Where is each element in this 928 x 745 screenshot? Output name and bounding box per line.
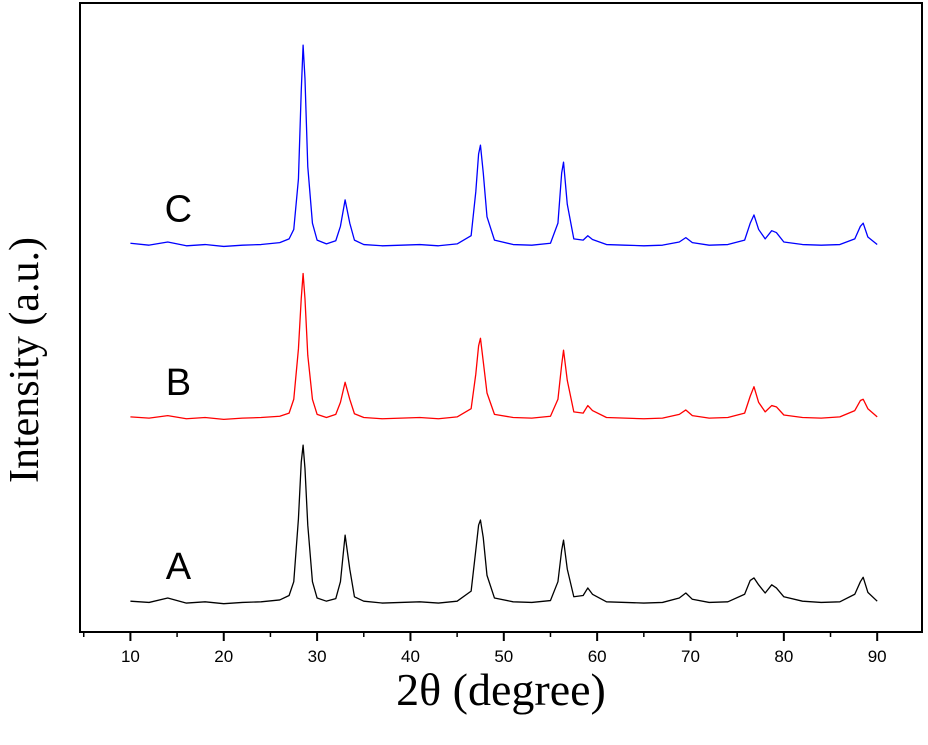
- x-tick-label: 60: [588, 647, 607, 666]
- x-tick-label: 80: [774, 647, 793, 666]
- x-tick-label: 20: [214, 647, 233, 666]
- x-tick-label: 90: [868, 647, 887, 666]
- y-axis-title: Intensity (a.u.): [2, 237, 48, 483]
- series-label: B: [166, 362, 191, 404]
- series-label: C: [165, 188, 192, 230]
- x-tick-label: 10: [121, 647, 140, 666]
- plot-frame: [79, 2, 923, 633]
- x-tick-label: 70: [681, 647, 700, 666]
- x-tick-label: 30: [308, 647, 327, 666]
- x-axis-title: 2θ (degree): [396, 664, 606, 715]
- x-tick-label: 50: [494, 647, 513, 666]
- series-line: [130, 444, 878, 605]
- series-label: A: [166, 546, 192, 588]
- x-tick-label: 40: [401, 647, 420, 666]
- series-line: [130, 272, 878, 421]
- series-line: [130, 44, 878, 248]
